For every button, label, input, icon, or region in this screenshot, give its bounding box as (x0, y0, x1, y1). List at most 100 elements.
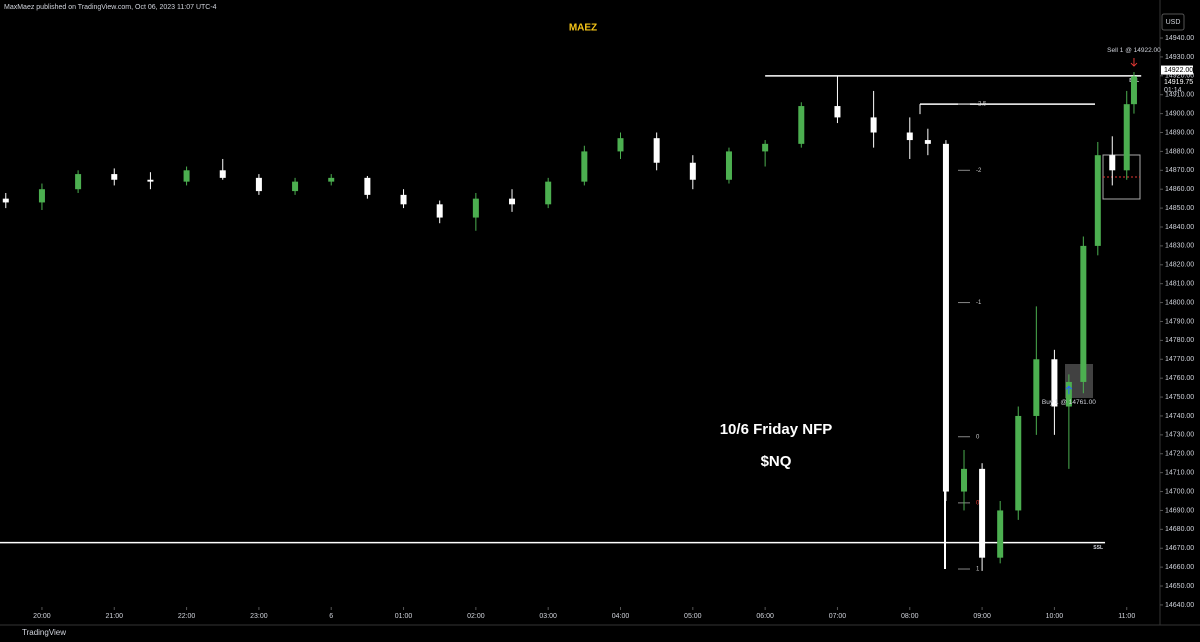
candle-body (617, 138, 624, 152)
countdown: 01:14 (1164, 87, 1182, 94)
fib-label: -2.5 (976, 102, 987, 108)
y-tick-label: 14930.00 (1165, 54, 1194, 61)
y-tick-label: 14900.00 (1165, 110, 1194, 117)
candle-body (798, 106, 805, 144)
x-tick-label: 04:00 (612, 613, 630, 620)
candle-body (906, 132, 913, 141)
y-tick-label: 14650.00 (1165, 583, 1194, 590)
candle-body (292, 181, 299, 192)
trade-arrow (1130, 58, 1138, 67)
candle-body (472, 198, 479, 218)
y-tick-label: 14790.00 (1165, 318, 1194, 325)
x-tick-label: 20:00 (33, 613, 51, 620)
candle-body (924, 140, 931, 144)
x-tick-label: 11:00 (1118, 613, 1135, 620)
y-tick-label: 14860.00 (1165, 186, 1194, 193)
y-tick-label: 14920.00 (1165, 73, 1194, 80)
y-tick-label: 14840.00 (1165, 224, 1194, 231)
candle-body (979, 468, 986, 558)
currency-box[interactable] (1161, 13, 1185, 31)
trade-label: Sell 1 @ 14922.00 (1107, 47, 1161, 54)
y-tick-label: 14880.00 (1165, 148, 1194, 155)
y-tick-label: 14820.00 (1165, 262, 1194, 269)
x-tick-label: 21:00 (105, 613, 123, 620)
candle-body (2, 198, 9, 203)
y-tick-label: 14890.00 (1165, 129, 1194, 136)
candle-body (219, 170, 226, 178)
candle-body (1051, 359, 1058, 407)
candle-body (834, 106, 841, 118)
y-tick-label: 14690.00 (1165, 507, 1194, 514)
fib-label: -1 (976, 300, 982, 306)
y-tick-label: 14870.00 (1165, 167, 1194, 174)
candle-body (509, 198, 516, 205)
y-tick-label: 14910.00 (1165, 92, 1194, 99)
x-tick-label: 09:00 (973, 613, 991, 620)
x-tick-label: 08:00 (901, 613, 919, 620)
candle-body (689, 162, 696, 180)
trade-label: Buy 1 @ 14761.00 (1042, 399, 1096, 406)
x-tick-label: 6 (329, 613, 333, 620)
candle-body (581, 151, 588, 182)
fib-label: 1 (976, 567, 980, 573)
candle-body (1080, 245, 1087, 382)
x-tick-label: 22:00 (178, 613, 196, 620)
y-tick-label: 14660.00 (1165, 564, 1194, 571)
x-tick-label: 10:00 (1046, 613, 1064, 620)
chart-title: MAEZ (569, 23, 597, 34)
candle-body (400, 194, 407, 205)
x-tick-label: 07:00 (829, 613, 847, 620)
candle-body (436, 204, 443, 218)
candle-body (111, 174, 118, 180)
y-tick-label: 14780.00 (1165, 337, 1194, 344)
candle-body (1123, 104, 1130, 171)
fib-label: -2 (976, 168, 982, 174)
y-tick-label: 14640.00 (1165, 602, 1194, 609)
fib-label: 0 (976, 434, 980, 440)
candle-body (870, 117, 877, 133)
candle-body (545, 181, 552, 205)
y-tick-label: 14810.00 (1165, 281, 1194, 288)
candle-body (653, 138, 660, 163)
y-tick-label: 14710.00 (1165, 469, 1194, 476)
candle-body (961, 468, 968, 492)
candle-body (762, 143, 769, 152)
candle-body (183, 170, 190, 182)
candle-body (1109, 155, 1116, 171)
header: MaxMaez published on TradingView.com, Oc… (4, 4, 217, 11)
annotation: 10/6 Friday NFP (720, 421, 833, 438)
price-tag-label: 14922.00 (1164, 67, 1193, 74)
x-tick-label: 03:00 (539, 613, 557, 620)
candle-body (725, 151, 732, 180)
y-tick-label: 14940.00 (1165, 35, 1194, 42)
candle-body (255, 177, 262, 192)
y-tick-label: 14750.00 (1165, 394, 1194, 401)
candle-body (1033, 359, 1040, 416)
trade-arrow (1065, 385, 1073, 395)
candle-body (1130, 76, 1137, 105)
y-tick-label: 14680.00 (1165, 526, 1194, 533)
y-tick-label: 14700.00 (1165, 488, 1194, 495)
x-tick-label: 05:00 (684, 613, 702, 620)
y-tick-label: 14770.00 (1165, 356, 1194, 363)
y-tick-label: 14800.00 (1165, 299, 1194, 306)
y-tick-label: 14850.00 (1165, 205, 1194, 212)
price-tag (1161, 65, 1193, 75)
candle-body (997, 510, 1004, 558)
annotation: $NQ (761, 453, 792, 470)
x-tick-label: 01:00 (395, 613, 413, 620)
candle-body (328, 177, 335, 182)
candle-body (147, 179, 154, 182)
y-tick-label: 14670.00 (1165, 545, 1194, 552)
y-tick-label: 14740.00 (1165, 413, 1194, 420)
currency[interactable]: USD (1166, 19, 1181, 26)
footer: TradingView (22, 628, 66, 637)
candle-body (38, 189, 45, 203)
y-tick-label: 14730.00 (1165, 432, 1194, 439)
candle-body (364, 177, 371, 195)
candle-body (1094, 155, 1101, 246)
liquidity-label: SSL (1093, 545, 1103, 551)
price-tag-label: 14919.75 (1164, 79, 1193, 86)
x-tick-label: 02:00 (467, 613, 485, 620)
